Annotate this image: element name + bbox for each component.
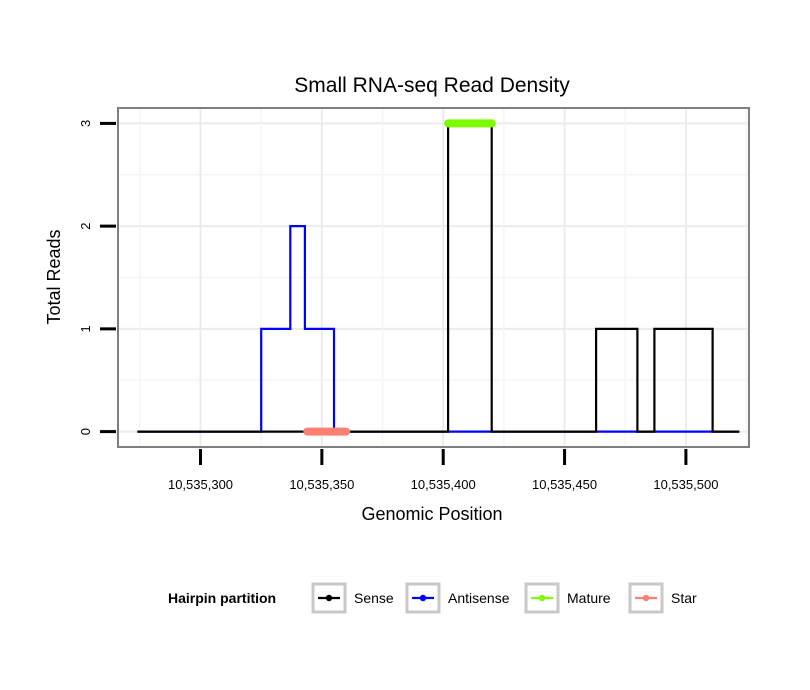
x-tick-label: 10,535,300: [168, 477, 233, 492]
series-layer: [137, 119, 740, 436]
x-tick-label: 10,535,500: [653, 477, 718, 492]
x-tick-label: 10,535,450: [532, 477, 597, 492]
legend-point-sense: [325, 594, 333, 602]
x-tick-label: 10,535,350: [289, 477, 354, 492]
legend-item-sense: Sense: [311, 582, 394, 614]
legend-label-sense: Sense: [354, 590, 394, 606]
series-antisense-line: [137, 225, 740, 433]
y-tick-label: 2: [78, 223, 93, 230]
x-axis-title: Genomic Position: [361, 504, 502, 524]
y-tick-label: 1: [78, 325, 93, 332]
y-tick-label: 3: [78, 120, 93, 127]
legend-point-mature: [538, 594, 546, 602]
legend-item-mature: Mature: [524, 582, 611, 614]
legend-item-star: Star: [628, 582, 697, 614]
plot-border: [117, 107, 750, 448]
legend-point-star: [642, 594, 650, 602]
x-tick-label: 10,535,400: [411, 477, 476, 492]
y-tick-label: 0: [78, 428, 93, 435]
legend-title: Hairpin partition: [168, 590, 276, 606]
x-axis: 10,535,300 10,535,350 10,535,400 10,535,450…: [168, 449, 718, 492]
grid-lines: [118, 108, 749, 447]
y-axis-title: Total Reads: [44, 229, 64, 324]
chart-title: Small RNA-seq Read Density: [294, 74, 570, 97]
legend-item-antisense: Antisense: [405, 582, 510, 614]
legend-label-antisense: Antisense: [448, 590, 510, 606]
legend-label-mature: Mature: [567, 590, 611, 606]
y-axis: 0 1 2 3: [78, 120, 116, 435]
legend: Hairpin partition Sense Antisense Mature St…: [168, 582, 697, 614]
legend-label-star: Star: [671, 590, 697, 606]
legend-point-antisense: [419, 594, 427, 602]
